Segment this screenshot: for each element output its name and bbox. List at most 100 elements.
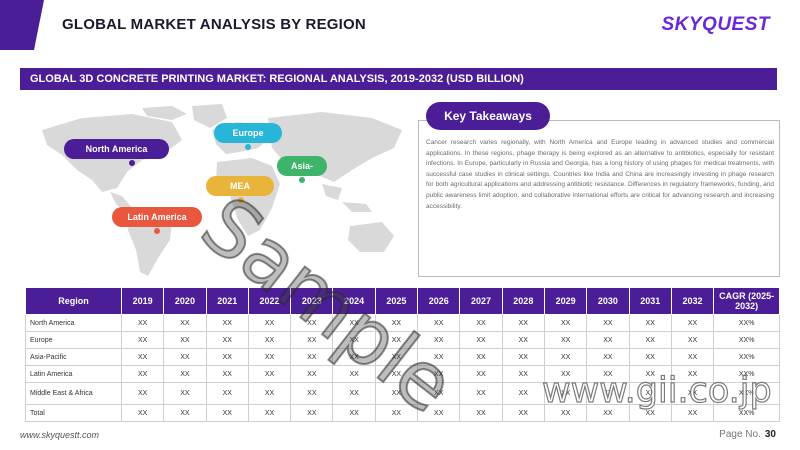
table-header-cell: 2031 (628, 287, 672, 315)
value-cell: XX (247, 365, 292, 383)
europe-pin (245, 144, 251, 150)
value-cell: XX% (713, 331, 781, 349)
asia-pacific-pin (299, 177, 305, 183)
region-cell: Latin America (25, 365, 122, 383)
value-cell: XX (501, 382, 545, 405)
section-title-bar: GLOBAL 3D CONCRETE PRINTING MARKET: REGI… (20, 68, 777, 90)
table-header-cell: 2027 (459, 287, 503, 315)
value-cell: XX% (713, 348, 781, 366)
value-cell: XX (374, 382, 419, 405)
value-cell: XX (459, 331, 503, 349)
region-cell: Asia-Pacific (25, 348, 122, 366)
page-title: GLOBAL MARKET ANALYSIS BY REGION (62, 16, 366, 33)
value-cell: XX (459, 382, 503, 405)
latin-america-label: Latin America (112, 207, 202, 227)
value-cell: XX (120, 404, 165, 422)
table-row: Total XX XX XX XX XX XX XX XX XX XX XX XX XX XX XX% (25, 404, 781, 422)
value-cell: XX (459, 314, 503, 332)
table-header-cell: 2028 (501, 287, 545, 315)
value-cell: XX% (713, 314, 781, 332)
brand-logo: SKYQUEST (661, 14, 770, 35)
asia-pacific-label: Asia-Pacific (277, 156, 327, 191)
value-cell: XX (205, 365, 249, 383)
footer-url: www.skyquestt.com (20, 430, 100, 440)
value-cell: XX (374, 348, 419, 366)
table-body: North America XX XX XX XX XX XX XX XX XX XX XX XX XX X… (25, 314, 781, 422)
value-cell: XX (205, 348, 249, 366)
value-cell: XX (247, 314, 292, 332)
value-cell: XX (374, 404, 419, 422)
key-takeaways-box (418, 120, 780, 277)
table-row: Latin America XX XX XX XX XX XX XX XX XX XX XX XX XX X… (25, 365, 781, 383)
value-cell: XX (459, 348, 503, 366)
table-header-cell: 2024 (332, 287, 376, 315)
value-cell: XX (417, 314, 461, 332)
value-cell: XX (586, 348, 630, 366)
value-cell: XX (332, 314, 376, 332)
value-cell: XX (205, 331, 249, 349)
value-cell: XX (543, 314, 588, 332)
value-cell: XX (163, 314, 207, 332)
value-cell: XX (501, 314, 545, 332)
value-cell: XX (290, 314, 334, 332)
value-cell: XX (332, 365, 376, 383)
value-cell: XX (120, 331, 165, 349)
value-cell: XX (417, 382, 461, 405)
value-cell: XX (332, 404, 376, 422)
value-cell: XX (163, 382, 207, 405)
value-cell: XX (163, 404, 207, 422)
value-cell: XX (247, 382, 292, 405)
page-number: Page No. 30 (719, 429, 776, 440)
regional-data-table: Region 2019 2020 2021 2022 2023 2024 202… (25, 287, 781, 422)
value-cell: XX (417, 348, 461, 366)
region-cell: Europe (25, 331, 122, 349)
value-cell: XX (501, 348, 545, 366)
value-cell: XX (163, 365, 207, 383)
value-cell: XX (670, 348, 715, 366)
region-cell: North America (25, 314, 122, 332)
value-cell: XX (670, 404, 715, 422)
table-header-cell: CAGR (2025-2032) (713, 287, 781, 315)
page-label: Page No. (719, 429, 761, 440)
latin-america-pin (154, 228, 160, 234)
table-header-row: Region 2019 2020 2021 2022 2023 2024 202… (25, 287, 781, 315)
page-number-value: 30 (764, 429, 776, 440)
value-cell: XX (459, 404, 503, 422)
value-cell: XX (670, 331, 715, 349)
value-cell: XX (332, 348, 376, 366)
table-header-cell: 2030 (586, 287, 630, 315)
europe-label: Europe (214, 123, 282, 143)
value-cell: XX (290, 348, 334, 366)
table-header-cell: 2026 (417, 287, 461, 315)
value-cell: XX (417, 404, 461, 422)
value-cell: XX (543, 348, 588, 366)
value-cell: XX (628, 331, 672, 349)
value-cell: XX (628, 348, 672, 366)
value-cell: XX (290, 382, 334, 405)
value-cell: XX (332, 331, 376, 349)
value-cell: XX (163, 331, 207, 349)
region-cell: Total (25, 404, 122, 422)
value-cell: XX (417, 365, 461, 383)
table-header-cell: 2023 (290, 287, 334, 315)
value-cell: XX (586, 314, 630, 332)
table-row: Middle East & Africa XX XX XX XX XX XX XX XX XX XX… (25, 382, 781, 405)
region-cell: Middle East & Africa (25, 382, 122, 405)
value-cell: XX (417, 331, 461, 349)
value-cell: XX (501, 404, 545, 422)
value-cell: XX (120, 365, 165, 383)
key-takeaways-heading: Key Takeaways (426, 102, 550, 130)
value-cell: XX (332, 382, 376, 405)
table-header-cell: Region (25, 287, 122, 315)
value-cell: XX (374, 314, 419, 332)
value-cell: XX (120, 348, 165, 366)
value-cell: XX (120, 382, 165, 405)
value-cell: XX (374, 331, 419, 349)
value-cell: XX (374, 365, 419, 383)
value-cell: XX (247, 348, 292, 366)
table-header-cell: 2020 (163, 287, 207, 315)
table-header-cell: 2022 (247, 287, 292, 315)
value-cell: XX (290, 365, 334, 383)
mea-label: MEA (206, 176, 274, 196)
value-cell: XX (120, 314, 165, 332)
